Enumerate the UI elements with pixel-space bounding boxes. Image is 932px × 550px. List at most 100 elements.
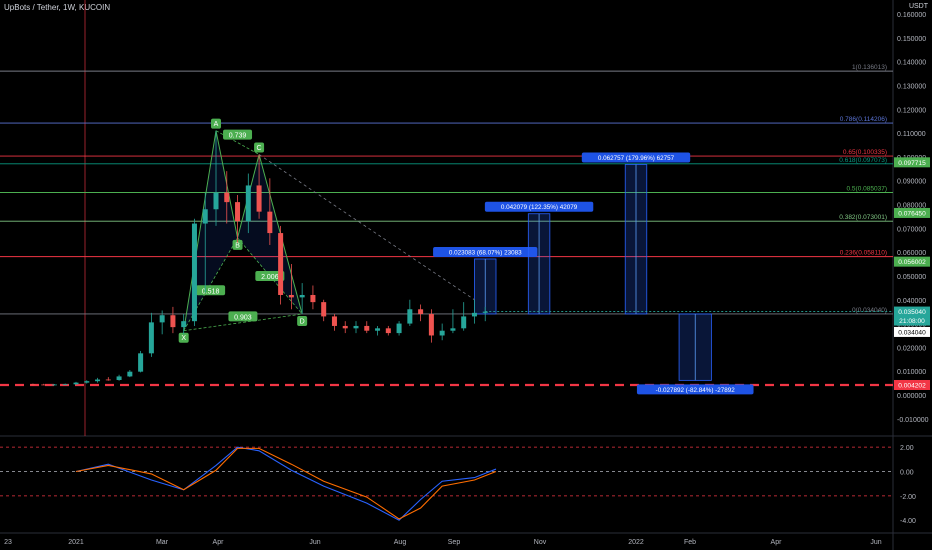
- pattern-point-label: X: [181, 335, 186, 342]
- candle-body: [310, 294, 316, 303]
- candle-body: [235, 202, 241, 222]
- price-badge: [894, 306, 930, 317]
- candle-body: [181, 321, 187, 328]
- pattern-ratio-label: 2.006: [261, 274, 279, 281]
- osc-tick-label: -2.00: [900, 494, 916, 501]
- time-axis-label: 23: [4, 539, 12, 546]
- candle-body: [331, 316, 337, 326]
- candle-body: [213, 192, 219, 210]
- candle-body: [375, 328, 381, 331]
- target-label-box: [433, 246, 538, 257]
- pattern-ratio-box: [255, 270, 285, 281]
- price-tick-label: 0.150000: [897, 36, 926, 43]
- osc-tick-label: -4.00: [900, 518, 916, 525]
- fib-level-label: 0.5(0.085037): [847, 186, 887, 193]
- candle-body: [299, 294, 305, 298]
- oscillator-pane: 2.00 0.00 -2.00 -4.00: [0, 445, 916, 525]
- pattern-ratio-label: 0.518: [202, 288, 220, 295]
- target-label: 0.023083 (68.07%) 23083: [449, 249, 522, 256]
- candle-body: [224, 192, 230, 203]
- trend-dashed-line: [258, 154, 475, 301]
- time-axis-label: 2022: [628, 539, 644, 546]
- pattern-ratio-line: [215, 130, 260, 155]
- pattern-point-box: [178, 332, 189, 343]
- candle-body: [51, 384, 57, 386]
- candle-body: [267, 211, 273, 234]
- candle-body: [245, 185, 251, 222]
- candle-body: [41, 384, 47, 386]
- price-tick-label: 0.080000: [897, 203, 926, 210]
- osc-orange-line: [75, 447, 497, 520]
- price-tick-label: 0.120000: [897, 107, 926, 114]
- time-axis-label: 2021: [68, 539, 84, 546]
- osc-blue-line: [75, 446, 497, 521]
- fib-level-label: 0.618(0.097073): [839, 157, 887, 164]
- candle-body: [105, 379, 111, 381]
- time-axis-label: Mar: [156, 539, 169, 546]
- candle-body: [62, 384, 68, 386]
- candle-body: [396, 323, 402, 334]
- pattern-point-box: [254, 142, 265, 153]
- time-axis-label: Aug: [394, 539, 407, 546]
- target-label: 0.042079 (122.35%) 42079: [501, 204, 578, 211]
- target-label: -0.027892 (-82.84%) -27892: [656, 387, 736, 394]
- target-label-box: [636, 384, 754, 395]
- price-tick-label: -0.010000: [897, 417, 929, 424]
- time-axis-label: Jun: [870, 539, 881, 546]
- pattern-point-label: D: [300, 319, 305, 326]
- fib-level-label: 0.382(0.073001): [839, 214, 887, 221]
- price-badge-label: 0.076450: [898, 210, 926, 217]
- pattern-ratio-label: 0.739: [229, 133, 247, 140]
- time-axis-label: Apr: [213, 539, 225, 546]
- osc-tick-label: 2.00: [900, 445, 914, 452]
- candle-body: [159, 315, 165, 323]
- pattern-point-label: C: [257, 145, 262, 152]
- fib-level-label: 0.236(0.058110): [840, 250, 887, 257]
- target-label: 0.062757 (179.96%) 62757: [598, 155, 675, 162]
- candle-body: [73, 382, 79, 385]
- price-badge: [894, 379, 930, 390]
- target-label-box: [581, 152, 691, 163]
- candle-body: [418, 309, 424, 315]
- time-axis-label: Sep: [448, 539, 461, 546]
- pattern-point-box: [232, 239, 243, 250]
- candle-body: [288, 294, 294, 298]
- price-tick-label: 0.010000: [897, 369, 926, 376]
- pattern-point-label: A: [214, 121, 219, 128]
- fib-level-label: 0(0.034040): [852, 307, 887, 314]
- target-label-box: [484, 201, 594, 212]
- price-tick-label: 0.020000: [897, 345, 926, 352]
- price-tick-label: 0.090000: [897, 179, 926, 186]
- price-tick-label: 0.110000: [897, 131, 926, 138]
- price-badge-label: 0.097715: [898, 160, 926, 167]
- price-badge-label: 0.035040: [898, 309, 926, 316]
- fib-level-label: 1(0.136013): [852, 64, 887, 71]
- candle-body: [461, 316, 467, 329]
- candle-body: [138, 353, 144, 372]
- price-tick-label: 0.130000: [897, 83, 926, 90]
- fib-level-label: 0.786(0.114206): [840, 116, 887, 123]
- harmonic-pattern: X A B C D 0.739 0.518 2.006 0.903: [178, 118, 475, 343]
- candles: [30, 130, 893, 386]
- axes: 0.160000 0.150000 0.140000 0.130000 0.120000…: [4, 12, 930, 546]
- price-badge: [894, 207, 930, 218]
- pattern-leg: [183, 130, 217, 331]
- price-badge: [894, 315, 930, 326]
- price-badge-label: 0.034040: [898, 329, 926, 336]
- candle-body: [439, 330, 445, 336]
- price-badge-label: 0.004202: [898, 382, 926, 389]
- time-axis-label: Jun: [309, 539, 320, 546]
- candle-body: [278, 233, 284, 295]
- pattern-fill-xab: [183, 130, 238, 331]
- pattern-ratio-label: 0.903: [234, 314, 252, 321]
- candle-body: [482, 311, 488, 313]
- fib-retracement: 1(0.136013) 0.786(0.114206) 0.65(0.100335)…: [0, 64, 893, 387]
- candle-body: [84, 381, 90, 383]
- candle-body: [450, 328, 456, 331]
- price-tick-label: 0.050000: [897, 274, 926, 281]
- currency-label: USDT: [908, 3, 928, 10]
- price-badge: [894, 326, 930, 337]
- pattern-point-box: [297, 316, 308, 327]
- price-tick-label: 0.060000: [897, 250, 926, 257]
